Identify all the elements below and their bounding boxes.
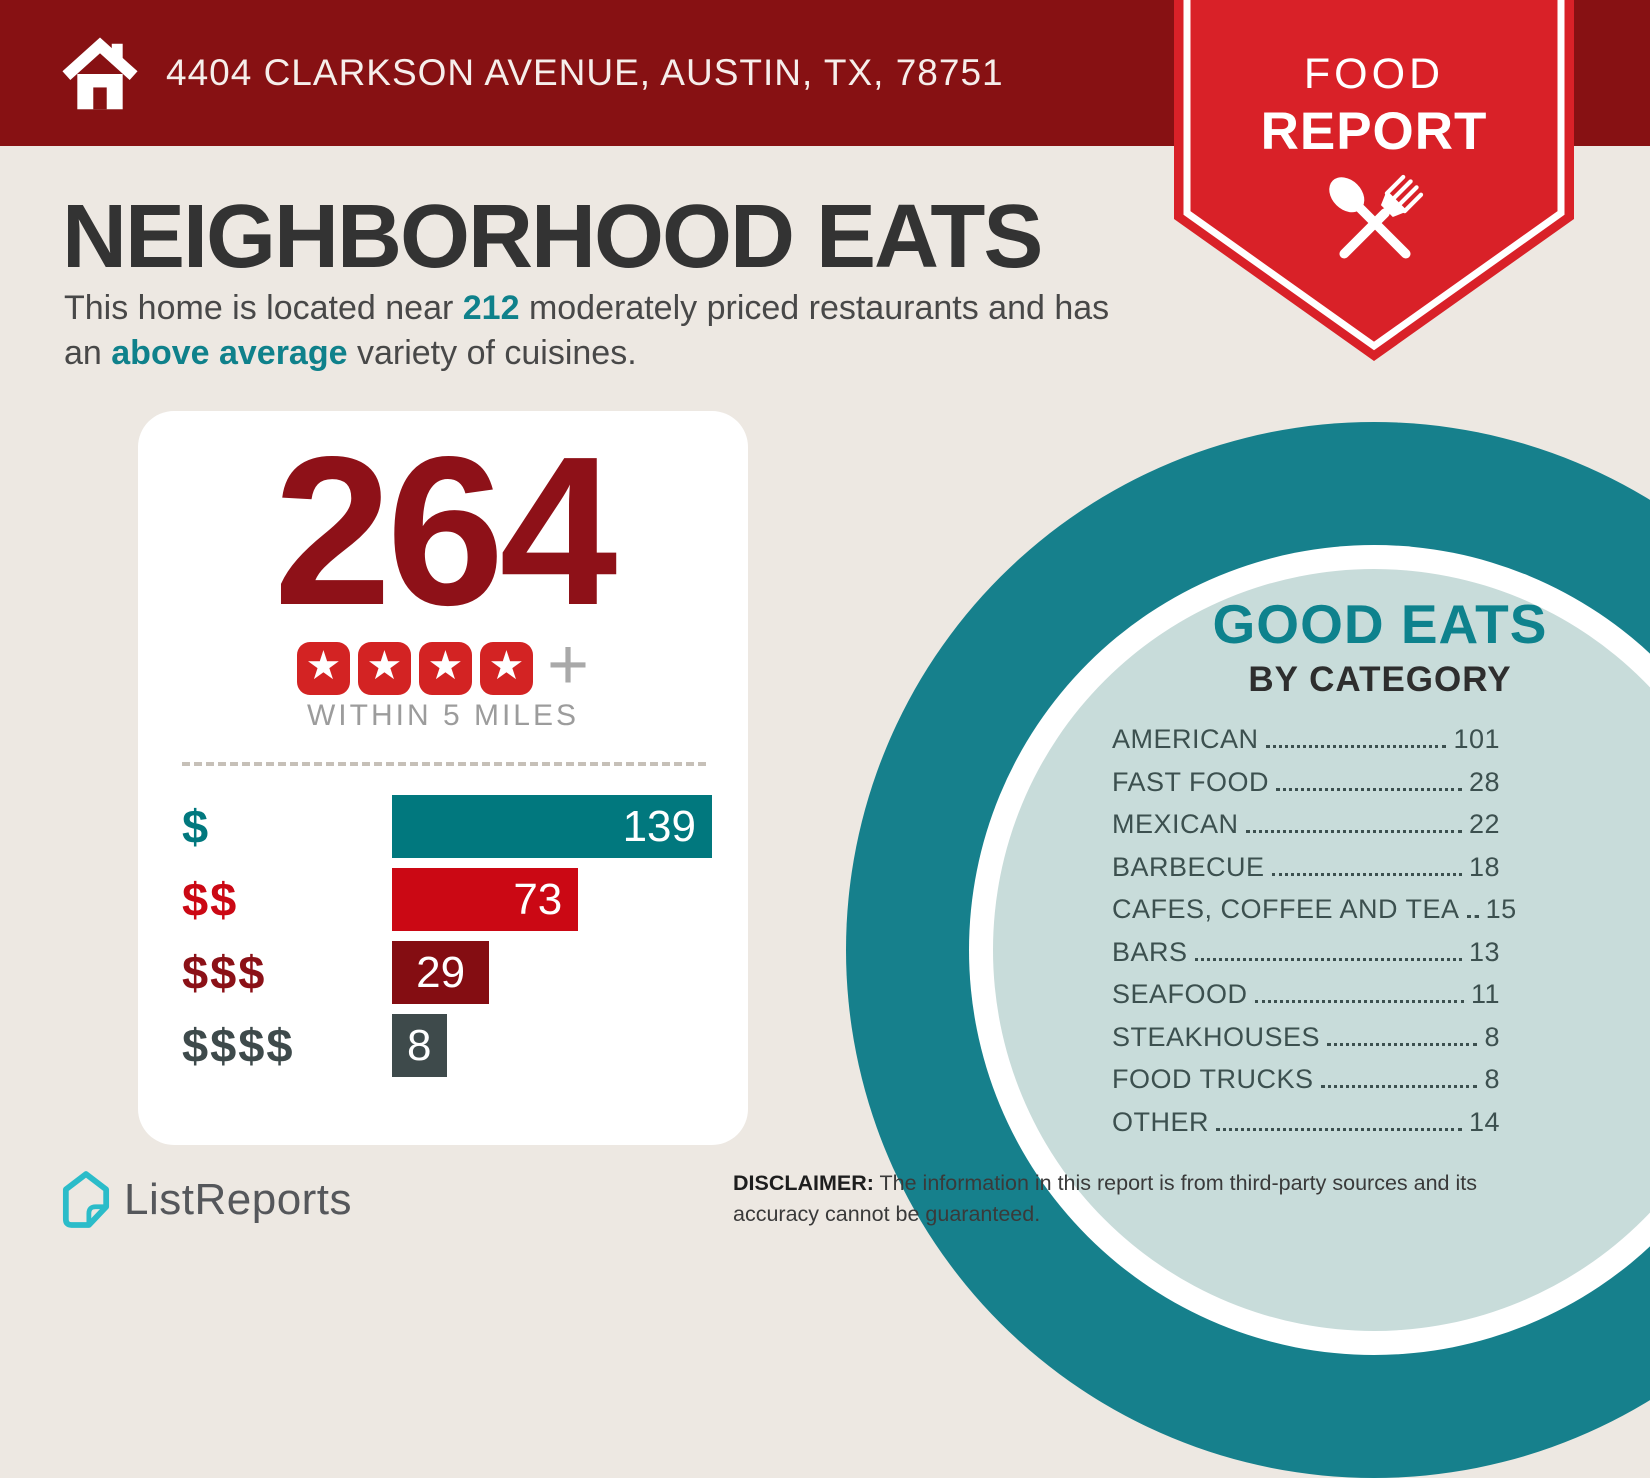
radius-label: WITHIN 5 MILES: [306, 699, 580, 732]
category-label: MEXICAN: [1112, 809, 1239, 839]
ribbon-title-line2: REPORT: [1260, 102, 1488, 161]
category-label: STEAKHOUSES: [1112, 1021, 1321, 1052]
category-row: STEAKHOUSES 8: [1112, 1022, 1500, 1052]
plus-icon: +: [546, 625, 590, 705]
listreports-brand: ListReports: [62, 1168, 352, 1232]
restaurant-summary-card: 264 ★ ★ ★ ★ + WITHIN 5 MILES $ 139 $$ 73 $$…: [138, 411, 748, 1145]
category-row: OTHER 14: [1112, 1107, 1500, 1137]
price-tier-row: $ 139: [182, 795, 712, 858]
category-value: 8: [1484, 1064, 1500, 1094]
category-value: 8: [1484, 1021, 1500, 1052]
dotted-leader: [1254, 1000, 1464, 1003]
price-tier-value: 29: [416, 947, 466, 997]
category-label: BARS: [1112, 936, 1188, 967]
bar-track: 139: [392, 795, 712, 858]
price-tier-row: $$$ 29: [182, 941, 712, 1004]
good-eats-subtitle: BY CATEGORY: [1248, 660, 1512, 699]
variety-highlight: above average: [111, 334, 348, 373]
star-icon: ★: [479, 641, 533, 695]
price-tier-value: 139: [622, 801, 696, 851]
category-value: 28: [1468, 766, 1500, 797]
dotted-leader: [1194, 957, 1462, 961]
dotted-leader: [1320, 1085, 1478, 1088]
category-row: MEXICAN 22: [1112, 809, 1500, 839]
ribbon-title: FOOD REPORT: [1174, 0, 1574, 162]
dotted-leader: [1271, 872, 1462, 876]
star-icon: ★: [357, 641, 411, 695]
total-restaurants: 264: [273, 411, 618, 649]
dashed-divider: [182, 762, 706, 766]
category-value: 101: [1453, 724, 1500, 754]
property-address: 4404 CLARKSON AVENUE, AUSTIN, TX, 78751: [166, 52, 1004, 93]
listreports-brand-name: ListReports: [124, 1175, 353, 1224]
ribbon-title-line1: FOOD: [1303, 50, 1445, 98]
dotted-leader: [1265, 745, 1447, 748]
category-row: FOOD TRUCKS 8: [1112, 1064, 1500, 1094]
dotted-leader: [1216, 1127, 1462, 1131]
dotted-leader: [1466, 915, 1479, 918]
price-tier-bar: 29: [392, 941, 490, 1004]
category-label: BARBECUE: [1112, 851, 1265, 882]
dotted-leader: [1327, 1042, 1478, 1046]
price-tier-value: 73: [513, 874, 563, 924]
dotted-leader: [1276, 787, 1462, 791]
star-rating: ★ ★ ★ ★: [296, 641, 533, 695]
price-tier-bar: 139: [392, 795, 712, 858]
crossed-spoon-fork-icon: [1329, 174, 1424, 259]
category-label: OTHER: [1112, 1106, 1209, 1137]
intro-text: This home is located near 212 moderately…: [64, 286, 1144, 376]
good-eats-circle-inner: [993, 569, 1650, 1331]
disclaimer-body: The information in this report is from t…: [733, 1171, 1477, 1227]
category-value: 22: [1468, 809, 1500, 839]
price-tier-row: $$$$ 8: [182, 1014, 712, 1077]
category-label: AMERICAN: [1112, 724, 1259, 754]
price-tier-label: $$$: [182, 946, 267, 999]
price-tier-label: $$: [182, 873, 239, 926]
bar-track: 73: [392, 868, 712, 931]
category-label: CAFES, COFFEE AND TEA: [1112, 894, 1460, 924]
category-value: 14: [1468, 1106, 1500, 1137]
page-title: NEIGHBORHOOD EATS: [62, 187, 1043, 287]
price-tier-bar: 8: [392, 1014, 447, 1077]
intro-text-before: This home is located near: [64, 289, 463, 327]
category-label: SEAFOOD: [1112, 979, 1248, 1009]
category-label: FOOD TRUCKS: [1112, 1064, 1314, 1094]
listreports-logo-icon: [62, 1171, 110, 1228]
intro-text-middle: moderately priced restaurants and has an: [64, 289, 1110, 373]
star-icon: ★: [418, 641, 472, 695]
category-row: CAFES, COFFEE AND TEA 15: [1112, 894, 1516, 924]
dotted-leader: [1245, 830, 1462, 833]
price-tier-bar: 73: [392, 868, 579, 931]
disclaimer-label: DISCLAIMER:: [733, 1171, 874, 1195]
category-label: FAST FOOD: [1112, 766, 1270, 797]
rating-stars-row: ★ ★ ★ ★ +: [138, 629, 748, 701]
price-tier-row: $$ 73: [182, 868, 712, 931]
category-row: FAST FOOD 28: [1112, 767, 1500, 797]
category-value: 15: [1485, 894, 1517, 924]
category-value: 11: [1470, 979, 1500, 1009]
category-row: BARS 13: [1112, 937, 1500, 967]
category-row: BARBECUE 18: [1112, 852, 1500, 882]
restaurant-count: 212: [462, 289, 520, 327]
category-value: 13: [1468, 936, 1500, 967]
category-row: SEAFOOD 11: [1112, 979, 1500, 1009]
category-value: 18: [1468, 851, 1500, 882]
good-eats-category-list: AMERICAN 101 FAST FOOD 28 MEXICAN 22 BARBEC…: [1112, 724, 1516, 1149]
bar-track: 29: [392, 941, 712, 1004]
star-icon: ★: [296, 641, 350, 695]
price-tier-bar-chart: $ 139 $$ 73 $$$ 29 $$$$ 8: [182, 795, 712, 1087]
food-report-ribbon: [1174, 0, 1574, 361]
price-tier-label: $: [182, 800, 211, 853]
good-eats-title: GOOD EATS: [1212, 593, 1548, 655]
bar-track: 8: [392, 1014, 712, 1077]
category-row: AMERICAN 101: [1112, 724, 1500, 754]
intro-text-after: variety of cuisines.: [347, 334, 637, 373]
disclaimer-text: DISCLAIMER: The information in this repo…: [733, 1168, 1515, 1230]
home-icon: [62, 37, 138, 110]
price-tier-value: 8: [407, 1020, 432, 1070]
price-tier-label: $$$$: [182, 1019, 295, 1072]
